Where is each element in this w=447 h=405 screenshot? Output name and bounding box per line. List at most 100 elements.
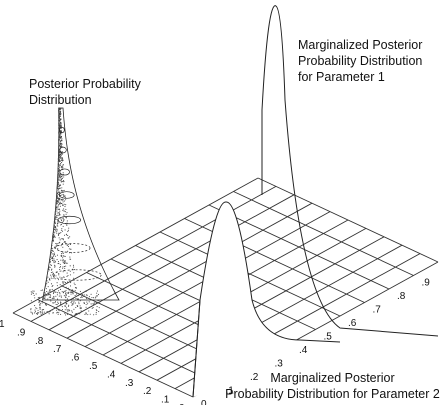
posterior-stipple: [73, 301, 74, 302]
posterior-stipple: [62, 154, 63, 155]
posterior-stipple: [45, 303, 46, 304]
posterior-stipple: [93, 314, 94, 315]
posterior-stipple: [65, 211, 66, 212]
posterior-stipple: [54, 235, 55, 236]
posterior-stipple: [75, 298, 76, 299]
posterior-stipple: [65, 309, 66, 310]
posterior-stipple: [30, 312, 31, 313]
posterior-stipple: [89, 301, 90, 302]
posterior-stipple: [67, 298, 68, 299]
posterior-stipple: [59, 214, 60, 215]
posterior-stipple: [57, 185, 58, 186]
posterior-stipple: [64, 261, 65, 262]
posterior-stipple: [79, 313, 80, 314]
posterior-stipple: [59, 165, 60, 166]
posterior-stipple: [56, 217, 57, 218]
posterior-stipple: [49, 279, 50, 280]
posterior-stipple: [71, 314, 72, 315]
posterior-stipple: [34, 310, 35, 311]
posterior-stipple: [59, 157, 60, 158]
posterior-stipple: [39, 305, 40, 306]
posterior-stipple: [60, 122, 61, 123]
posterior-stipple: [58, 149, 59, 150]
posterior-stipple: [95, 296, 96, 297]
posterior-stipple: [47, 311, 48, 312]
posterior-stipple: [81, 308, 82, 309]
posterior-stipple: [80, 305, 81, 306]
posterior-stipple: [62, 257, 63, 258]
posterior-stipple: [51, 310, 52, 311]
posterior-stipple: [58, 205, 59, 206]
posterior-stipple: [96, 293, 97, 294]
posterior-stipple: [66, 234, 67, 235]
posterior-stipple: [57, 174, 58, 175]
posterior-stipple: [34, 295, 35, 296]
posterior-stipple: [59, 137, 60, 138]
posterior-stipple: [70, 259, 71, 260]
posterior-stipple: [61, 126, 62, 127]
posterior-stipple: [58, 177, 59, 178]
posterior-stipple: [86, 302, 87, 303]
posterior-stipple: [80, 300, 81, 301]
posterior-stipple: [80, 291, 81, 292]
posterior-stipple: [63, 164, 64, 165]
posterior-stipple: [52, 302, 53, 303]
posterior-stipple: [51, 272, 52, 273]
posterior-stipple: [55, 227, 56, 228]
posterior-stipple: [86, 313, 87, 314]
posterior-stipple: [59, 293, 60, 294]
posterior-stipple: [59, 310, 60, 311]
posterior-stipple: [57, 196, 58, 197]
posterior-stipple: [60, 120, 61, 121]
posterior-stipple: [91, 306, 92, 307]
posterior-stipple: [67, 310, 68, 311]
posterior-stipple: [61, 125, 62, 126]
posterior-stipple: [66, 217, 67, 218]
posterior-stipple: [49, 297, 50, 298]
posterior-stipple: [87, 303, 88, 304]
posterior-stipple: [86, 304, 87, 305]
posterior-stipple: [76, 287, 77, 288]
posterior-stipple: [63, 262, 64, 263]
posterior-stipple: [58, 156, 59, 157]
posterior-stipple: [53, 231, 54, 232]
right-axis-tick-label: .6: [348, 318, 357, 329]
left-axis-tick-label: .7: [53, 344, 62, 355]
posterior-stipple: [94, 303, 95, 304]
posterior-stipple: [61, 219, 62, 220]
posterior-stipple: [52, 286, 53, 287]
posterior-stipple: [67, 275, 68, 276]
posterior-stipple: [58, 166, 59, 167]
posterior-stipple: [64, 206, 65, 207]
posterior-stipple: [60, 118, 61, 119]
posterior-stipple: [59, 155, 60, 156]
posterior-stipple: [58, 141, 59, 142]
grid-line: [49, 195, 294, 330]
posterior-stipple: [59, 199, 60, 200]
posterior-stipple: [58, 133, 59, 134]
posterior-stipple: [56, 206, 57, 207]
right-axis-tick-label: .4: [299, 345, 308, 356]
posterior-stipple: [32, 312, 33, 313]
posterior-stipple: [45, 282, 46, 283]
posterior-stipple: [52, 298, 53, 299]
left-axis-tick-label: .5: [89, 361, 98, 372]
posterior-stipple: [56, 230, 57, 231]
posterior-stipple: [64, 204, 65, 205]
posterior-stipple: [52, 257, 53, 258]
posterior-stipple: [46, 288, 47, 289]
posterior-stipple: [71, 289, 72, 290]
posterior-stipple: [50, 297, 51, 298]
posterior-stipple: [55, 301, 56, 302]
posterior-stipple: [55, 275, 56, 276]
posterior-stipple: [65, 209, 66, 210]
posterior-stipple: [58, 191, 59, 192]
posterior-stipple: [62, 260, 63, 261]
posterior-stipple: [56, 190, 57, 191]
posterior-stipple: [32, 290, 33, 291]
posterior-stipple: [97, 306, 98, 307]
posterior-stipple: [35, 311, 36, 312]
posterior-stipple: [70, 282, 71, 283]
posterior-stipple: [58, 180, 59, 181]
posterior-stipple: [39, 298, 40, 299]
